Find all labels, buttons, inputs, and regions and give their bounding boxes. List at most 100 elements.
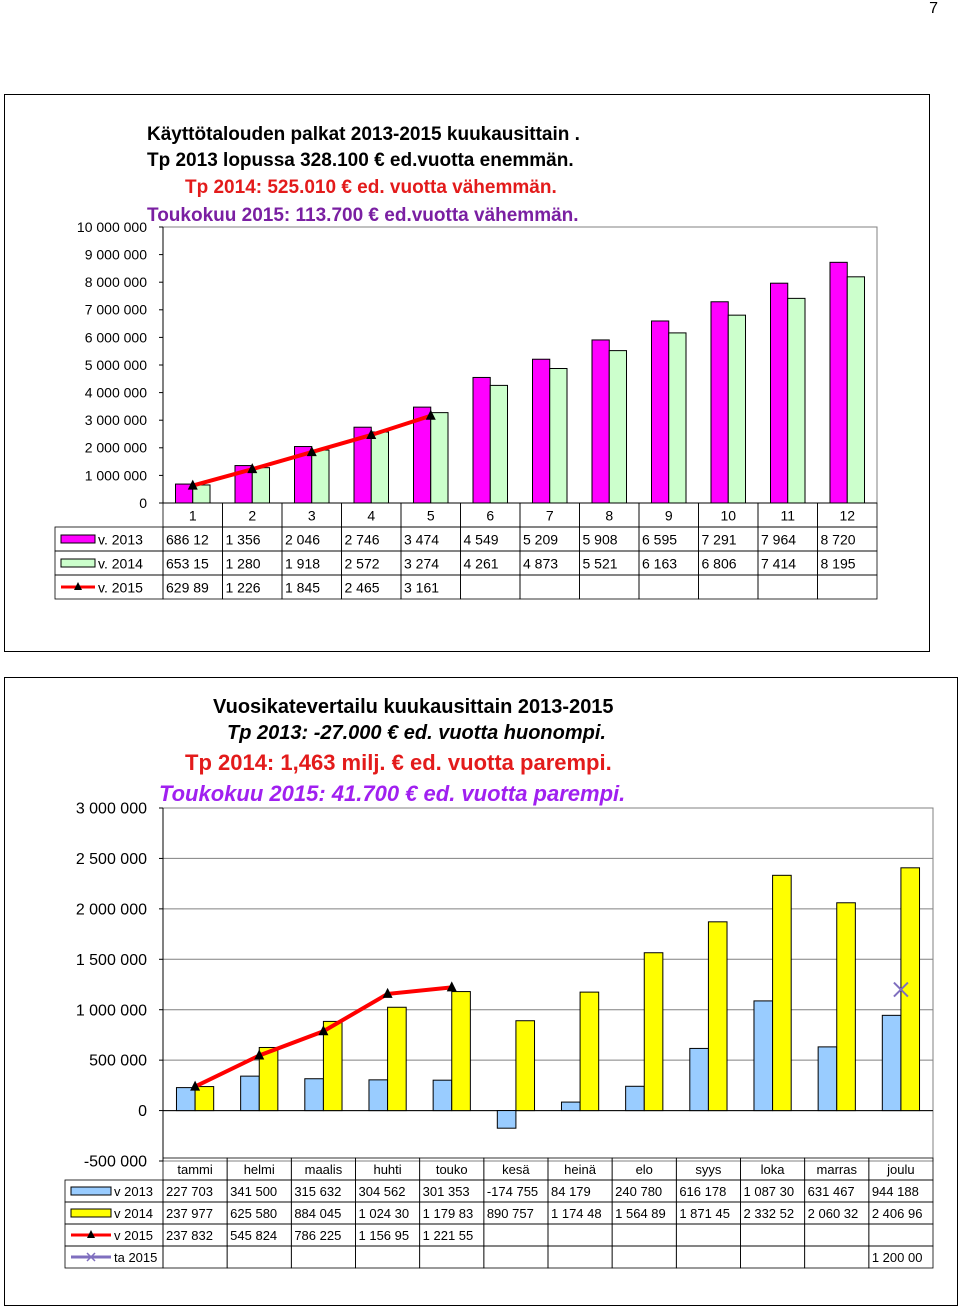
bar-v-2014-helmi bbox=[258, 1046, 279, 1112]
table-value: 1 024 30 bbox=[359, 1206, 410, 1221]
category-label: heinä bbox=[564, 1162, 597, 1177]
table-value: 625 580 bbox=[230, 1206, 277, 1221]
table-cell bbox=[804, 1245, 870, 1269]
table-cell bbox=[698, 574, 759, 600]
category-label: 3 bbox=[308, 507, 316, 523]
bar-v-2013-elo bbox=[625, 1085, 645, 1112]
bar-v-2014-touko bbox=[451, 991, 471, 1112]
table-value: 884 045 bbox=[294, 1206, 341, 1221]
y-tick-label: 7 000 000 bbox=[85, 302, 147, 318]
table-value: 301 353 bbox=[423, 1184, 470, 1199]
y-tick-label: 10 000 000 bbox=[77, 219, 147, 235]
legend-key-marker bbox=[74, 582, 82, 590]
category-label: 12 bbox=[839, 507, 855, 523]
line-marker-point bbox=[366, 428, 377, 439]
category-label: 6 bbox=[486, 507, 494, 523]
bar-v-2013-11 bbox=[769, 282, 789, 504]
bar-v-2014-marras bbox=[836, 902, 856, 1112]
table-value: 616 178 bbox=[679, 1184, 726, 1199]
table-cell bbox=[611, 1245, 677, 1269]
chart-title-line-1: Vuosikatevertailu kuukausittain 2013-201… bbox=[213, 696, 614, 718]
series-label: v 2015 bbox=[114, 1228, 153, 1243]
category-label: marras bbox=[817, 1162, 858, 1177]
category-label: kesä bbox=[502, 1162, 530, 1177]
table-value: 2 060 32 bbox=[808, 1206, 859, 1221]
bar-v-2014-7 bbox=[549, 368, 568, 504]
table-cell bbox=[547, 1245, 613, 1269]
table-value: 1 564 89 bbox=[615, 1206, 666, 1221]
table-value: 2 465 bbox=[345, 579, 380, 595]
table-value: 7 291 bbox=[702, 531, 737, 547]
table-value: 2 332 52 bbox=[744, 1206, 795, 1221]
category-label: helmi bbox=[244, 1162, 275, 1177]
y-tick-label: 2 500 000 bbox=[76, 851, 147, 868]
series-label: v 2013 bbox=[114, 1184, 153, 1199]
table-cell bbox=[290, 1245, 356, 1269]
table-value: 8 720 bbox=[821, 531, 856, 547]
category-label: 2 bbox=[248, 507, 256, 523]
table-value: 1 845 bbox=[285, 579, 320, 595]
table-value: 227 703 bbox=[166, 1184, 213, 1199]
plot-area bbox=[162, 226, 878, 504]
line-marker-point bbox=[306, 446, 317, 457]
y-tick-label: 9 000 000 bbox=[85, 247, 147, 263]
page-number: 7 bbox=[929, 0, 938, 17]
table-value: 3 474 bbox=[404, 531, 439, 547]
table-value: 237 977 bbox=[166, 1206, 213, 1221]
legend-key-marker bbox=[86, 1252, 96, 1262]
bar-v-2014-elo bbox=[643, 952, 664, 1112]
table-value: 631 467 bbox=[808, 1184, 855, 1199]
annual-margin-chart: Vuosikatevertailu kuukausittain 2013-201… bbox=[64, 696, 934, 1269]
legend-key-marker bbox=[87, 1230, 95, 1238]
table-value: 3 274 bbox=[404, 555, 439, 571]
table-cell bbox=[519, 574, 580, 600]
y-tick-label: 5 000 000 bbox=[85, 357, 147, 373]
salary-chart: Käyttötalouden palkat 2013-2015 kuukausi… bbox=[54, 124, 878, 600]
line-marker-point bbox=[247, 463, 258, 474]
table-value: 240 780 bbox=[615, 1184, 662, 1199]
chart-title-line-4: Toukokuu 2015: 113.700 € ed.vuotta vähem… bbox=[147, 205, 579, 226]
table-value: 1 280 bbox=[226, 555, 261, 571]
table-cell bbox=[355, 1245, 421, 1269]
category-label: 1 bbox=[189, 507, 197, 523]
y-tick-label: 1 500 000 bbox=[76, 952, 147, 969]
bar-v-2014-4 bbox=[370, 431, 390, 504]
table-value: 1 179 83 bbox=[423, 1206, 474, 1221]
chart-title-line-2: Tp 2013: -27.000 € ed. vuotta huonompi. bbox=[227, 722, 606, 744]
table-value: 1 226 bbox=[226, 579, 261, 595]
series-label: v 2014 bbox=[114, 1206, 153, 1221]
chart-title-line-2: Tp 2013 lopussa 328.100 € ed.vuotta enem… bbox=[147, 150, 574, 171]
y-tick-label: 0 bbox=[138, 1103, 147, 1120]
category-label: 9 bbox=[665, 507, 673, 523]
table-value: 3 161 bbox=[404, 579, 439, 595]
table-cell bbox=[757, 574, 818, 600]
bar-v-2014-8 bbox=[608, 350, 628, 504]
line-marker-point bbox=[190, 1080, 201, 1091]
marker-ta-2015 bbox=[893, 981, 909, 998]
bar-v-2014-kesä bbox=[515, 1020, 536, 1112]
table-value: 341 500 bbox=[230, 1184, 277, 1199]
table-value: 7 414 bbox=[761, 555, 796, 571]
line-marker-point bbox=[318, 1025, 329, 1036]
table-value: 1 200 00 bbox=[872, 1250, 923, 1265]
table-value: 315 632 bbox=[294, 1184, 341, 1199]
bar-v-2013-touko bbox=[432, 1079, 453, 1112]
category-label: 11 bbox=[780, 507, 795, 523]
table-cell bbox=[579, 574, 640, 600]
table-value: 1 087 30 bbox=[744, 1184, 795, 1199]
table-cell bbox=[483, 1223, 549, 1247]
table-cell bbox=[419, 1245, 485, 1269]
bar-v-2014-3 bbox=[311, 449, 330, 504]
table-cell bbox=[638, 574, 699, 600]
table-cell bbox=[162, 1245, 228, 1269]
table-value: 304 562 bbox=[359, 1184, 406, 1199]
y-tick-label: 0 bbox=[139, 495, 147, 511]
bar-v-2014-heinä bbox=[579, 991, 600, 1112]
bar-v-2014-5 bbox=[430, 412, 449, 504]
y-tick-label: 2 000 000 bbox=[85, 440, 147, 456]
table-cell bbox=[868, 1245, 934, 1269]
y-tick-label: 6 000 000 bbox=[85, 329, 147, 345]
chart-1-frame: Käyttötalouden palkat 2013-2015 kuukausi… bbox=[4, 94, 930, 652]
category-label: elo bbox=[636, 1162, 653, 1177]
table-value: 1 221 55 bbox=[423, 1228, 474, 1243]
